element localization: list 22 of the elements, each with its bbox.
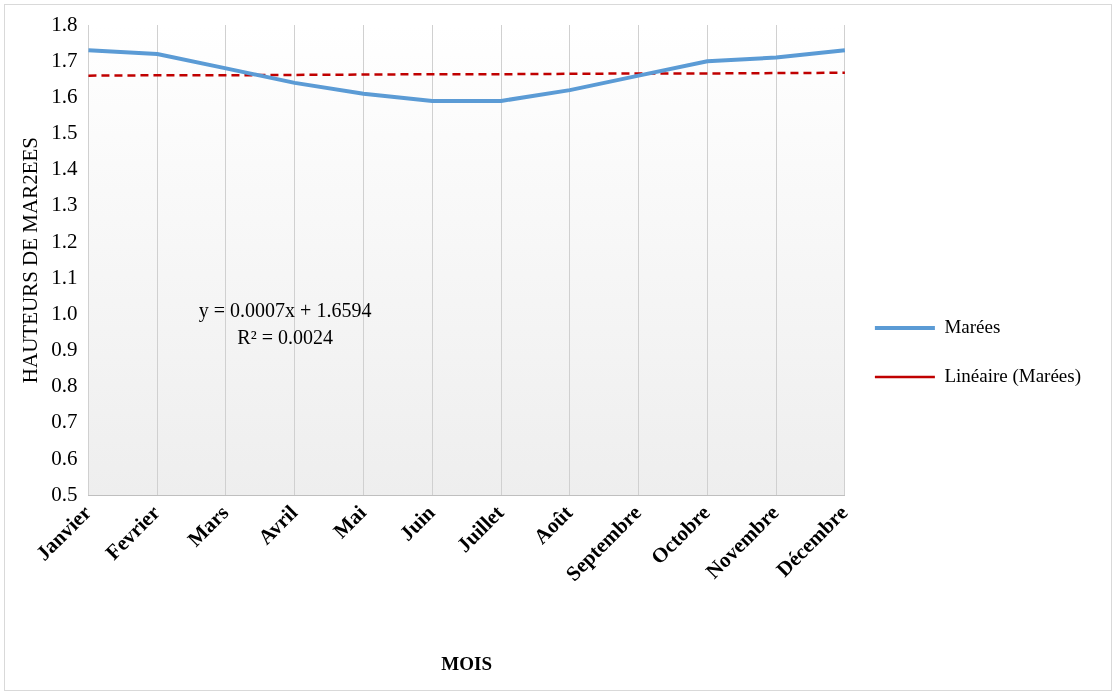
y-tick-label: 1.3 bbox=[51, 192, 78, 217]
x-tick-label: Juin bbox=[394, 500, 440, 546]
y-tick-label: 0.8 bbox=[51, 373, 78, 398]
annotation: R² = 0.0024 bbox=[237, 325, 333, 348]
y-tick-label: 1.1 bbox=[51, 264, 78, 289]
y-tick-label: 1.2 bbox=[51, 228, 78, 253]
x-axis-title: MOIS bbox=[441, 652, 493, 674]
y-tick-label: 0.5 bbox=[51, 481, 78, 506]
y-axis-title: HAUTEURS DE MAR2EES bbox=[18, 137, 43, 384]
y-tick-label: 0.9 bbox=[51, 337, 78, 362]
legend-label: Linéaire (Marées) bbox=[944, 364, 1081, 387]
y-tick-label: 1.4 bbox=[51, 156, 78, 181]
annotation: y = 0.0007x + 1.6594 bbox=[198, 298, 372, 322]
y-tick-label: 1.5 bbox=[51, 120, 78, 145]
x-tick-label: Mai bbox=[328, 500, 372, 544]
y-tick-label: 0.6 bbox=[51, 445, 78, 470]
y-tick-label: 1.6 bbox=[51, 83, 78, 108]
y-tick-label: 0.7 bbox=[51, 409, 78, 434]
y-tick-label: 1.7 bbox=[51, 47, 78, 72]
legend-label: Marées bbox=[944, 315, 1001, 337]
y-tick-label: 1.0 bbox=[51, 300, 78, 325]
y-tick-label: 1.8 bbox=[51, 11, 78, 36]
